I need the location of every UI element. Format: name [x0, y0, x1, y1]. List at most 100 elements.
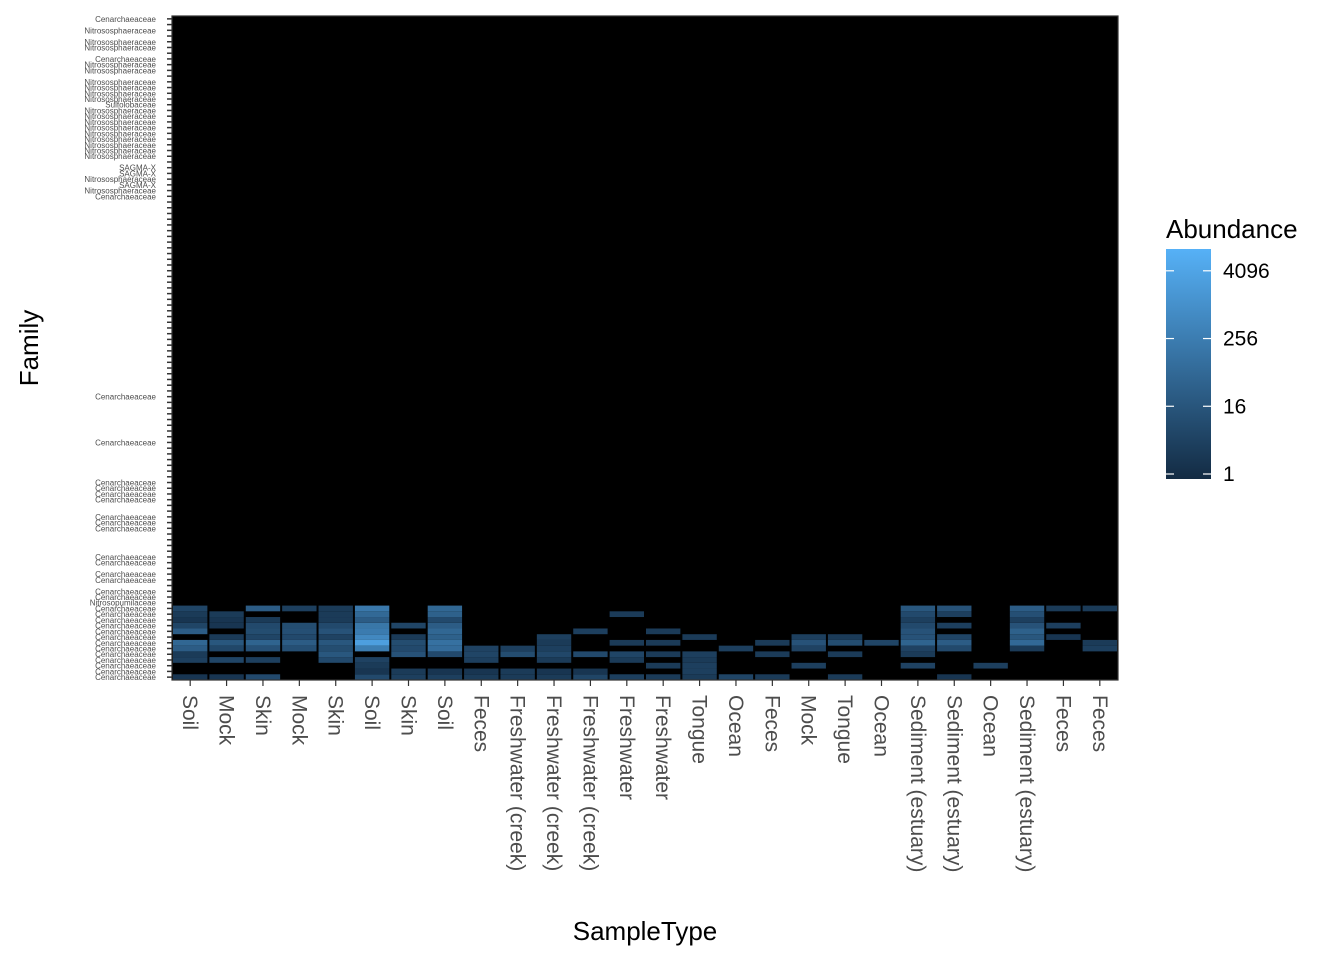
heatmap-cell: [391, 668, 426, 675]
heatmap-cell: [245, 622, 281, 629]
y-tick-label: Cenarchaeaceae: [95, 656, 156, 665]
x-tick-label: Soil: [178, 695, 201, 730]
legend-tick-label: 16: [1223, 395, 1246, 418]
x-tick-label: Soil: [433, 695, 456, 730]
heatmap-cell: [536, 645, 572, 652]
y-tick-label: Nitrososphaeraceae: [84, 187, 156, 196]
heatmap-cell: [318, 651, 353, 658]
y-tick-labels: CenarchaeaceaeCenarchaeaceaeCenarchaeace…: [84, 15, 156, 682]
heatmap-cell: [1082, 645, 1117, 652]
heatmap-cell: [354, 674, 390, 680]
heatmap-cell: [245, 645, 281, 652]
heatmap-cell: [427, 628, 463, 635]
heatmap-cell: [682, 662, 717, 669]
y-tick-label: Nitrososphaeraceae: [84, 175, 156, 184]
y-tick-label: Cenarchaeaceae: [95, 479, 156, 488]
y-tick-label: Cenarchaeaceae: [95, 633, 156, 642]
heatmap-cell: [354, 634, 390, 640]
heatmap-cell: [209, 634, 244, 640]
heatmap-cell: [391, 674, 426, 680]
heatmap-cell: [646, 639, 681, 646]
heatmap-cell: [1009, 645, 1045, 652]
y-tick-label: Nitrososphaeraceae: [84, 147, 156, 156]
heatmap-cell: [427, 611, 463, 618]
heatmap-cell: [427, 674, 463, 680]
heatmap-cell: [755, 674, 790, 680]
y-tick-label: Cenarchaeaceae: [95, 559, 156, 568]
heatmap-cell: [173, 628, 208, 635]
heatmap-cell: [427, 639, 463, 646]
heatmap-cell: [900, 651, 936, 658]
y-tick-label: Cenarchaeaceae: [95, 15, 156, 24]
y-tick-label: Cenarchaeaceae: [95, 673, 156, 682]
y-tick-label: Nitrososphaeraceae: [84, 78, 156, 87]
heatmap-cell: [427, 617, 463, 623]
heatmap-cell: [573, 628, 608, 635]
heatmap-cell: [827, 634, 863, 640]
heatmap-cell: [1046, 622, 1081, 629]
heatmap-cell: [282, 645, 317, 652]
heatmap-cell: [682, 634, 717, 640]
heatmap-cell: [1009, 617, 1045, 623]
heatmap-cell: [536, 639, 572, 646]
heatmap-cell: [791, 639, 826, 646]
y-tick-label: Cenarchaeaceae: [95, 484, 156, 493]
x-tick-label: Tongue: [833, 695, 856, 764]
x-tick-label: Sediment (estuary): [906, 695, 929, 872]
heatmap-cell: [573, 668, 608, 675]
heatmap-cell: [354, 657, 390, 663]
x-tick-label: Sediment (estuary): [1015, 695, 1038, 872]
legend-colorbar: [1166, 249, 1211, 479]
heatmap-cell: [209, 617, 244, 623]
y-tick-label: Nitrososphaeraceae: [84, 66, 156, 75]
heatmap-cell: [1082, 639, 1117, 646]
y-tick-label: Cenarchaeaceae: [95, 593, 156, 602]
y-tick-label: Cenarchaeaceae: [95, 604, 156, 613]
heatmap-cell: [318, 605, 353, 612]
heatmap-cell: [209, 611, 244, 618]
heatmap-cell: [464, 645, 499, 652]
heatmap-cell: [682, 674, 717, 680]
heatmap-cell: [900, 639, 936, 646]
y-tick-label: Sulfolobaceae: [105, 101, 156, 110]
y-tick-label: SAGMA-X: [119, 169, 157, 178]
x-tick-label: Feces: [760, 695, 783, 752]
y-tick-label: Cenarchaeaceae: [95, 553, 156, 562]
heatmap-cell: [391, 651, 426, 658]
x-tick-label: Freshwater (creek): [542, 695, 565, 871]
x-tick-label: Soil: [360, 695, 383, 730]
y-tick-label: Cenarchaeaceae: [95, 393, 156, 402]
heatmap-cell: [937, 674, 972, 680]
heatmap-cell: [245, 639, 281, 646]
x-tick-label: Freshwater: [615, 695, 638, 800]
y-tick-label: Cenarchaeaceae: [95, 650, 156, 659]
y-tick-label: Cenarchaeaceae: [95, 587, 156, 596]
heatmap-cell: [500, 668, 535, 675]
y-tick-label: SAGMA-X: [119, 181, 157, 190]
heatmap-cell: [900, 611, 936, 618]
heatmap-cell: [464, 657, 499, 663]
heatmap-cell: [1009, 639, 1045, 646]
legend-tick-label: 256: [1223, 328, 1258, 351]
y-axis-title: Family: [14, 310, 44, 387]
y-tick-label: Cenarchaeaceae: [95, 570, 156, 579]
heatmap-cell: [427, 634, 463, 640]
heatmap-cell: [937, 645, 972, 652]
heatmap-cell: [1082, 605, 1117, 612]
heatmap-cell: [282, 634, 317, 640]
heatmap-cell: [391, 639, 426, 646]
heatmap-cell: [354, 622, 390, 629]
heatmap-cell: [536, 651, 572, 658]
heatmap-cell: [209, 639, 244, 646]
heatmap-cell: [609, 611, 644, 618]
heatmap-cell: [500, 651, 535, 658]
heatmap-cell: [1009, 622, 1045, 629]
heatmap-cell: [900, 617, 936, 623]
heatmap-cell: [791, 645, 826, 652]
legend-tick-label: 4096: [1223, 260, 1270, 283]
y-tick-label: Cenarchaeaceae: [95, 524, 156, 533]
x-tick-label: Ocean: [979, 695, 1002, 757]
heatmap-cell: [282, 605, 317, 612]
y-tick-label: Cenarchaeaceae: [95, 496, 156, 505]
